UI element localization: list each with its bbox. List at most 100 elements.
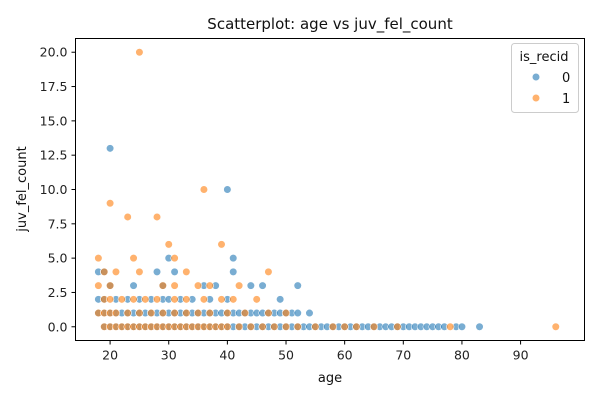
y-tick-label: 2.5 <box>48 285 68 300</box>
data-point-recid-0 <box>258 281 267 290</box>
data-point-recid-0 <box>457 322 467 331</box>
data-point-recid-1 <box>123 308 132 318</box>
data-point-recid-1 <box>229 295 238 304</box>
data-point-recid-1 <box>205 281 214 290</box>
data-point-recid-1 <box>264 267 273 276</box>
data-point-recid-1 <box>105 199 115 208</box>
data-point-recid-1 <box>170 308 179 318</box>
data-point-recid-0 <box>293 281 302 290</box>
x-tick-label: 40 <box>219 348 235 363</box>
data-point-recid-1 <box>105 295 115 304</box>
data-point-recid-1 <box>182 295 191 304</box>
data-point-recid-1 <box>170 281 179 290</box>
legend-title: is_recid <box>520 50 569 65</box>
data-point-recid-0 <box>475 322 484 331</box>
data-point-recid-1 <box>199 185 209 194</box>
y-tick-label: 20.0 <box>40 45 68 60</box>
data-point-recid-0 <box>229 254 238 263</box>
data-point-recid-1 <box>147 308 156 318</box>
data-point-recid-1 <box>111 308 121 318</box>
plot-area <box>75 38 585 341</box>
data-point-recid-1 <box>446 322 455 331</box>
data-point-recid-0 <box>170 267 179 276</box>
legend-marker-1 <box>531 93 541 103</box>
data-point-recid-1 <box>170 295 179 304</box>
data-point-recid-1 <box>205 308 214 318</box>
y-axis-label: juv_fel_count <box>15 146 30 232</box>
data-point-recid-1 <box>170 254 179 263</box>
data-point-recid-1 <box>135 267 144 276</box>
x-axis: 20 30 40 50 60 70 80 90 <box>102 340 529 363</box>
x-axis-label: age <box>318 371 342 386</box>
plot-frame <box>75 38 585 341</box>
data-point-recid-0 <box>129 281 138 290</box>
data-point-recid-1 <box>352 322 361 331</box>
data-point-recid-1 <box>199 295 209 304</box>
data-point-recid-1 <box>141 295 150 304</box>
data-point-recid-1 <box>94 281 103 290</box>
data-point-recid-1 <box>340 322 349 331</box>
data-point-recid-1 <box>123 212 132 222</box>
chart-title: Scatterplot: age vs juv_fel_count <box>207 15 453 34</box>
data-point-recid-1 <box>105 281 115 290</box>
legend-box <box>511 43 579 113</box>
y-tick-label: 5.0 <box>48 251 68 266</box>
y-tick-label: 0.0 <box>48 319 68 334</box>
data-point-recid-0 <box>223 185 232 194</box>
data-point-recid-1 <box>235 322 244 331</box>
x-tick-label: 50 <box>278 348 294 363</box>
data-point-recid-1 <box>223 308 232 318</box>
data-point-recid-1 <box>135 308 144 318</box>
data-point-recid-1 <box>240 308 250 318</box>
data-point-recid-1 <box>281 308 291 318</box>
data-point-recid-1 <box>369 322 379 331</box>
legend-label-1: 1 <box>562 92 570 107</box>
x-tick-label: 30 <box>161 348 177 363</box>
data-point-recid-1 <box>551 322 560 331</box>
data-point-recid-1 <box>182 267 191 276</box>
data-point-recid-1 <box>252 295 261 304</box>
data-point-recid-1 <box>100 267 109 276</box>
data-point-recid-1 <box>246 322 255 331</box>
data-point-recid-1 <box>182 308 191 318</box>
x-tick-label: 90 <box>513 348 529 363</box>
data-point-recid-1 <box>111 267 121 276</box>
data-point-recid-0 <box>229 267 238 276</box>
y-tick-label: 15.0 <box>40 113 68 128</box>
data-point-recid-0 <box>305 308 314 318</box>
data-point-recid-1 <box>328 322 338 331</box>
data-point-recid-1 <box>217 295 226 304</box>
data-point-recid-1 <box>129 254 138 263</box>
data-point-recid-1 <box>270 322 279 331</box>
data-point-recid-1 <box>264 308 273 318</box>
data-point-recid-1 <box>223 322 232 331</box>
data-point-recid-1 <box>164 240 173 249</box>
points-layer <box>94 48 560 331</box>
data-point-recid-1 <box>311 322 320 331</box>
data-point-recid-1 <box>135 48 144 57</box>
data-point-recid-1 <box>193 308 203 318</box>
data-point-recid-0 <box>276 295 285 304</box>
data-point-recid-0 <box>105 144 115 153</box>
data-point-recid-1 <box>393 322 402 331</box>
data-point-recid-0 <box>293 308 302 318</box>
x-tick-label: 20 <box>102 348 118 363</box>
y-axis: 0.0 2.5 5.0 7.5 10.0 12.5 15.0 17.5 20.0 <box>40 45 76 334</box>
data-point-recid-0 <box>246 281 255 290</box>
x-tick-label: 60 <box>337 348 353 363</box>
data-point-recid-1 <box>94 254 103 263</box>
legend-marker-0 <box>531 72 541 82</box>
data-point-recid-1 <box>152 295 162 304</box>
data-point-recid-1 <box>235 281 244 290</box>
data-point-recid-1 <box>158 281 167 290</box>
data-point-recid-1 <box>281 322 291 331</box>
data-point-recid-1 <box>217 240 226 249</box>
data-point-recid-1 <box>258 322 267 331</box>
data-point-recid-1 <box>158 308 167 318</box>
legend-label-0: 0 <box>562 71 570 86</box>
y-tick-label: 10.0 <box>40 182 68 197</box>
data-point-recid-1 <box>152 212 162 222</box>
data-point-recid-1 <box>117 295 126 304</box>
y-tick-label: 12.5 <box>40 148 68 163</box>
